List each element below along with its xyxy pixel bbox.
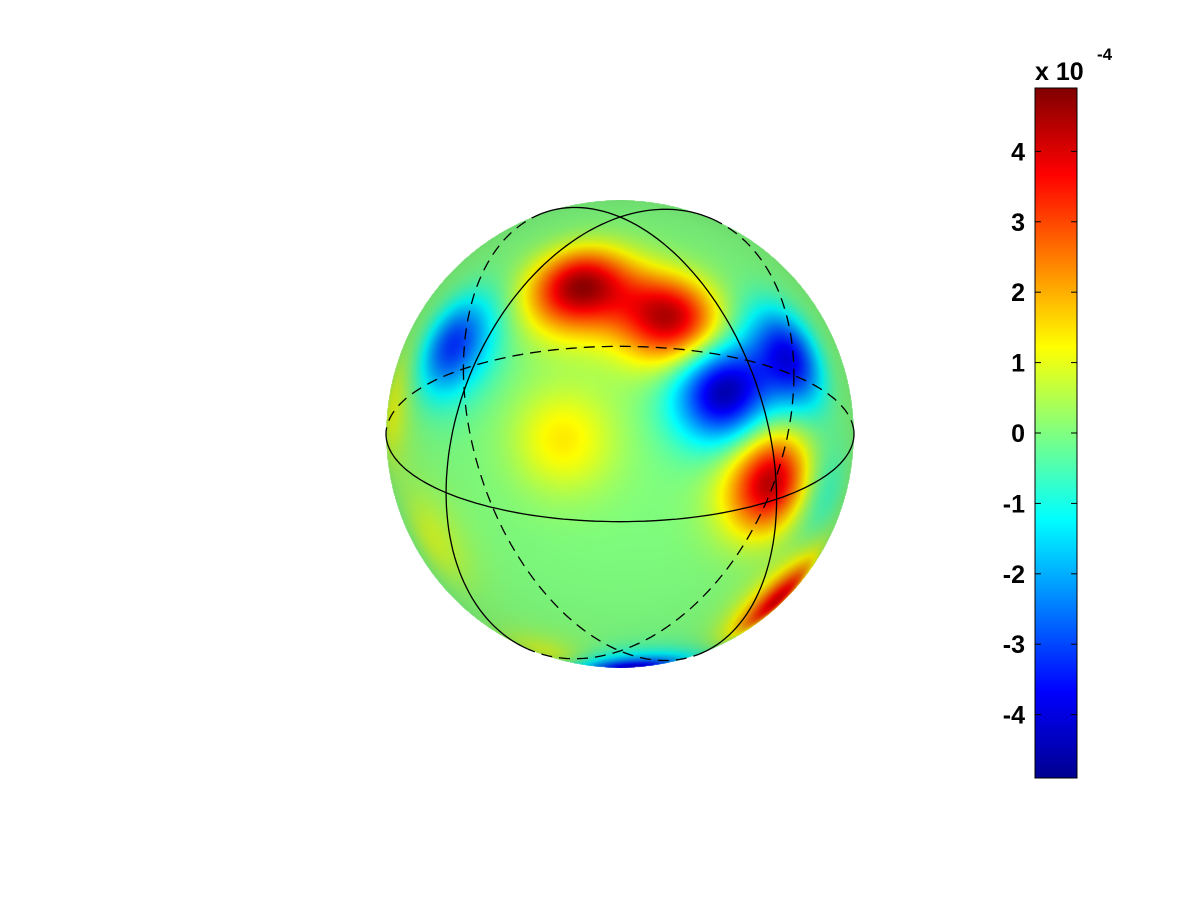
meridian-line — [462, 368, 699, 662]
colorbar-exponent-prefix: x 10 — [1035, 58, 1084, 86]
meridian-line — [711, 218, 795, 376]
colorbar-tick-label: -2 — [1003, 561, 1025, 589]
sphere-plot — [385, 200, 855, 668]
meridian-line — [462, 212, 542, 369]
equator-line — [385, 345, 855, 438]
colorbar-fill — [1034, 87, 1078, 779]
colorbar-tick-label: 2 — [1011, 279, 1025, 307]
colorbar-tick-label: 4 — [1011, 138, 1025, 166]
colorbar-tick-label: 3 — [1011, 209, 1025, 237]
colorbar-exponent-power: -4 — [1097, 45, 1113, 64]
colorbar-tick-label: 0 — [1011, 420, 1025, 448]
meridian-line — [527, 375, 795, 660]
colorbar-tick-label: -3 — [1003, 631, 1025, 659]
meridian-line — [445, 208, 713, 650]
sphere-surface — [386, 200, 854, 668]
meridian-line — [541, 206, 778, 656]
reference-circles — [385, 206, 855, 662]
equator-line — [619, 430, 855, 523]
colorbar-tick-label: -4 — [1003, 702, 1025, 730]
colorbar-tick-label: -1 — [1003, 490, 1025, 518]
colorbar: 4 3 2 1 0 -1 -2 -3 -4 x 10 -4 — [1003, 45, 1113, 779]
colorbar-tick-label: 1 — [1011, 350, 1025, 378]
colorbar-ticks: 4 3 2 1 0 -1 -2 -3 -4 — [1003, 138, 1077, 730]
equator-line — [385, 436, 621, 523]
